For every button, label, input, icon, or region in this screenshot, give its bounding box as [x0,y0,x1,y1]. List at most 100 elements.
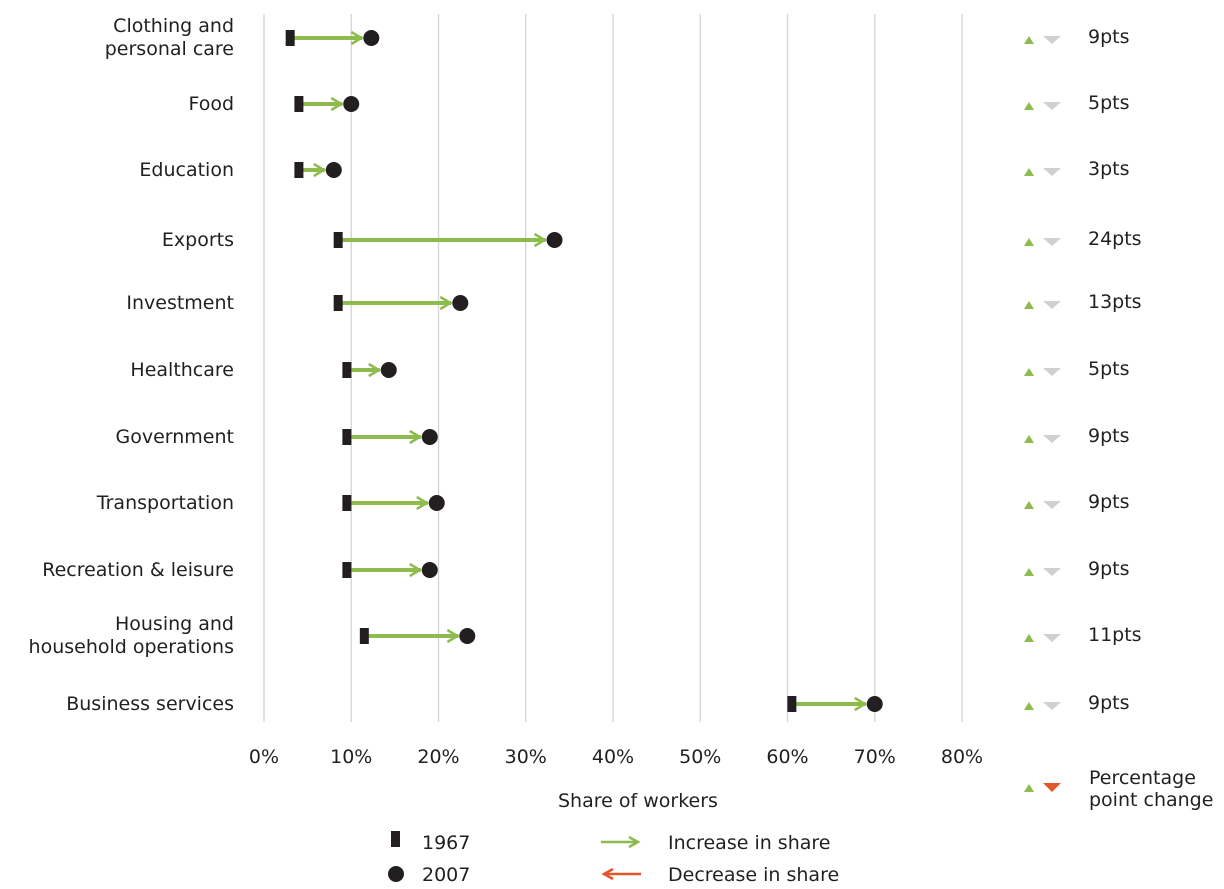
arrow-head-investment [439,295,453,311]
up-triangle-icon [1024,568,1034,576]
marker-2007-business-services [866,696,883,712]
change-label-education: 3pts [1088,158,1130,180]
marker-1967-government [342,429,352,445]
legend-label-2007: 2007 [422,864,471,886]
x-tick-label: 40% [591,746,635,768]
x-tick-label: 10% [330,746,373,768]
x-tick-label: 60% [766,746,809,768]
marker-1967-healthcare [342,362,352,378]
arrow-head-education [313,162,327,178]
x-tick-label: 80% [940,746,984,768]
down-triangle-icon [1043,568,1061,576]
marker-1967-transportation [342,495,352,511]
up-triangle-icon [1024,168,1034,176]
marker-1967-clothing-and-personal-care [285,30,295,46]
legend-marks [388,783,1061,882]
gridlines [263,14,963,722]
legend-label-increase: Increase in share [668,832,831,854]
category-label-government: Government [115,425,235,448]
up-triangle-icon [1024,368,1034,376]
up-triangle-icon [1024,435,1034,443]
marker-1967-business-services [787,696,797,712]
legend-down-triangle-icon [1043,783,1061,792]
arrow-head-housing-and-household-operations [446,628,460,644]
category-label-housing-and-household-operations: Housing and household operations [28,613,234,658]
category-label-business-services: Business services [66,692,234,715]
category-label-investment: Investment [126,291,234,314]
marker-1967-food [294,96,304,112]
legend-label-1967: 1967 [422,832,471,854]
legend-2007-marker [388,866,404,882]
legend-decrease-arrowhead [601,867,614,881]
arrow-head-government [409,429,423,445]
up-triangle-icon [1024,36,1034,44]
up-triangle-icon [1024,238,1034,246]
category-label-transportation: Transportation [96,491,234,514]
category-label-clothing-and-personal-care: Clothing and personal care [104,15,234,60]
marker-2007-exports [546,232,563,248]
change-label-government: 9pts [1088,425,1130,447]
up-triangle-icon [1024,301,1034,309]
arrow-head-food [330,96,344,112]
down-triangle-icon [1043,36,1061,44]
change-label-clothing-and-personal-care: 9pts [1088,26,1130,48]
x-tick-label: 0% [248,746,280,768]
category-label-food: Food [188,92,234,115]
chart-marks [285,30,883,712]
legend-1967-marker [391,831,400,847]
arrow-head-healthcare [368,362,382,378]
x-axis-title: Share of workers [558,790,718,812]
change-label-recreation-leisure: 9pts [1088,558,1130,580]
legend-label-decrease: Decrease in share [668,864,840,886]
change-label-transportation: 9pts [1088,491,1130,513]
change-label-housing-and-household-operations: 11pts [1088,624,1142,646]
down-triangle-icon [1043,435,1061,443]
x-tick-label: 20% [417,746,460,768]
marker-1967-investment [333,295,343,311]
marker-2007-recreation-leisure [421,562,438,578]
x-tick-label: 30% [504,746,547,768]
down-triangle-icon [1043,301,1061,309]
up-triangle-icon [1024,501,1034,509]
down-triangle-icon [1043,368,1061,376]
marker-1967-exports [333,232,343,248]
down-triangle-icon [1043,702,1061,710]
marker-2007-transportation [428,495,445,511]
category-label-healthcare: Healthcare [130,358,234,381]
x-tick-label: 70% [853,746,896,768]
down-triangle-icon [1043,102,1061,110]
change-label-business-services: 9pts [1088,692,1130,714]
change-label-investment: 13pts [1088,291,1142,313]
marker-2007-food [343,96,360,112]
marker-2007-education [325,162,342,178]
marker-1967-recreation-leisure [342,562,352,578]
arrow-head-exports [533,232,547,248]
marker-2007-government [421,429,438,445]
marker-2007-housing-and-household-operations [459,628,476,644]
legend-increase-arrowhead [628,835,641,849]
arrow-head-transportation [416,495,430,511]
up-triangle-icon [1024,702,1034,710]
category-label-education: Education [139,158,234,181]
change-indicators [1024,36,1061,710]
down-triangle-icon [1043,238,1061,246]
arrow-head-recreation-leisure [409,562,423,578]
arrow-head-clothing-and-personal-care [350,30,364,46]
marker-1967-housing-and-household-operations [359,628,369,644]
change-label-healthcare: 5pts [1088,358,1130,380]
legend-label-pp-change: Percentage point change [1089,767,1214,811]
down-triangle-icon [1043,634,1061,642]
marker-2007-clothing-and-personal-care [363,30,380,46]
down-triangle-icon [1043,168,1061,176]
marker-2007-healthcare [380,362,397,378]
arrow-head-business-services [854,696,868,712]
down-triangle-icon [1043,501,1061,509]
marker-1967-education [294,162,304,178]
change-label-exports: 24pts [1088,228,1142,250]
category-label-exports: Exports [161,228,234,251]
x-tick-label: 50% [679,746,722,768]
legend-up-triangle-icon [1024,784,1034,792]
up-triangle-icon [1024,102,1034,110]
category-label-recreation-leisure: Recreation & leisure [42,558,234,581]
